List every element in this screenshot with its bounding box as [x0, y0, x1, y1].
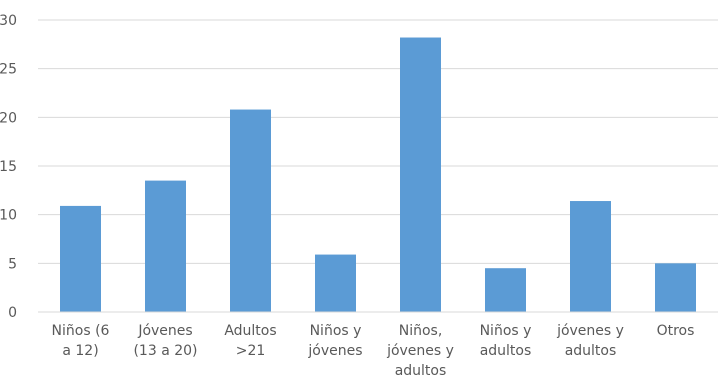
x-tick-label: Niños y jóvenes [307, 323, 362, 359]
gridlines [38, 19, 718, 264]
x-tick-label: jóvenes y adultos [556, 323, 624, 359]
bar [570, 201, 611, 312]
x-tick-label-line: >21 [236, 343, 266, 359]
x-tick-label: Adultos >21 [224, 323, 276, 359]
bar [315, 254, 356, 312]
y-tick-label: 20 [0, 110, 17, 126]
bar [60, 205, 101, 312]
bar [400, 37, 441, 313]
x-tick-label-line: jóvenes y [386, 343, 454, 359]
x-tick-label: Jóvenes (13 a 20) [133, 323, 197, 359]
x-tick-label-line: Niños y [310, 323, 362, 339]
x-tick-label-line: (13 a 20) [133, 343, 197, 359]
bars [60, 37, 696, 313]
x-tick-label-line: jóvenes y [556, 323, 624, 339]
y-tick-label: 25 [0, 62, 17, 78]
y-tick-label: 15 [0, 159, 17, 175]
x-tick-label-line: Niños (6 [52, 323, 110, 339]
y-tick-label: 10 [0, 208, 17, 224]
x-tick-label: Niños, jóvenes y adultos [386, 323, 454, 379]
y-tick-label: 0 [8, 305, 17, 321]
x-tick-label: Niños (6 a 12) [52, 323, 110, 359]
y-tick-label: 5 [8, 256, 17, 272]
y-axis-ticks: 0 5 10 15 20 25 30 [0, 13, 17, 321]
x-tick-label-line: adultos [565, 343, 617, 359]
x-tick-label: Niños y adultos [480, 323, 532, 359]
x-tick-label-line: Niños y [480, 323, 532, 339]
bar [145, 180, 186, 312]
bar [485, 268, 526, 312]
x-axis-labels: Niños (6 a 12) Jóvenes (13 a 20) Adultos >21 N… [52, 323, 695, 379]
x-tick-label-line: a 12) [62, 343, 98, 359]
x-tick-label: Otros [657, 323, 695, 339]
x-tick-label-line: Jóvenes [137, 323, 192, 339]
x-tick-label-line: Otros [657, 323, 695, 339]
x-tick-label-line: adultos [480, 343, 532, 359]
x-tick-label-line: Niños, [399, 323, 443, 339]
bar [230, 109, 271, 313]
x-tick-label-line: Adultos [224, 323, 276, 339]
x-tick-label-line: adultos [395, 363, 447, 379]
bar [655, 263, 696, 312]
y-tick-label: 30 [0, 13, 17, 29]
x-tick-label-line: jóvenes [307, 343, 362, 359]
